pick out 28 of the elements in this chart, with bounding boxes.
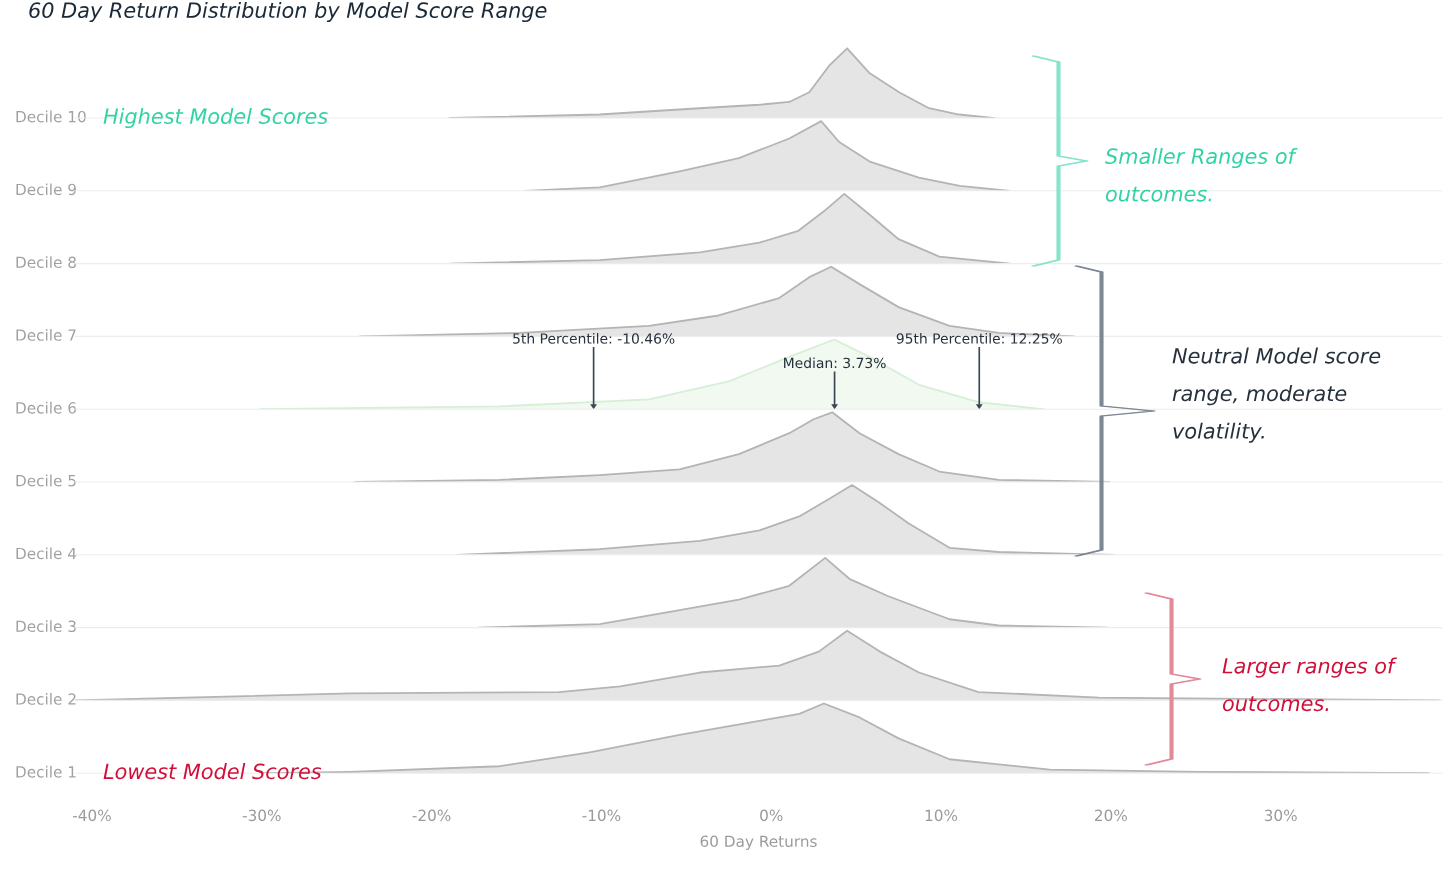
y-axis-title: Decile 5 — [16, 474, 76, 487]
x-tick-label: 20% — [1095, 809, 1127, 822]
annotation: Highest Model Scores — [103, 107, 328, 129]
x-tick-label: -40% — [72, 809, 111, 822]
ref-line-label: 5th Percentile: -10.46% — [513, 333, 675, 344]
y-axis-title: Decile 2 — [16, 693, 76, 705]
y-axis-title: Decile 7 — [16, 329, 76, 341]
x-tick-label: -30% — [242, 809, 281, 822]
annotation: Smaller Ranges of outcomes. — [1105, 147, 1298, 202]
ref-line-label: Median: 3.73% — [784, 357, 886, 369]
ref-line-label: 95th Percentile: 12.25% — [896, 333, 1062, 344]
x-tick-label: 0% — [760, 809, 783, 822]
y-axis-title: Decile 4 — [16, 547, 77, 560]
y-axis-title: Decile 10 — [16, 110, 86, 123]
annotation: Larger ranges of outcomes. — [1222, 657, 1397, 712]
x-tick-label: 30% — [1264, 809, 1297, 822]
x-tick-label: 10% — [925, 809, 958, 822]
chart-title: 60 Day Return Distribution by Model Score Range — [29, 1, 547, 23]
y-axis-title: Decile 1 — [16, 765, 76, 778]
annotation: Neutral Model score range, moderate volatility. — [1172, 347, 1381, 443]
y-axis-title: Decile 8 — [16, 256, 76, 269]
y-axis-title: Decile 6 — [16, 401, 77, 414]
x-tick-label: -10% — [582, 809, 621, 822]
x-axis-title: 60 Day Returns — [700, 835, 817, 850]
annotation: Lowest Model Scores — [103, 763, 322, 780]
y-axis-title: Decile 3 — [16, 620, 76, 633]
y-axis-title: Decile 9 — [16, 183, 76, 196]
x-tick-label: -20% — [412, 809, 451, 822]
